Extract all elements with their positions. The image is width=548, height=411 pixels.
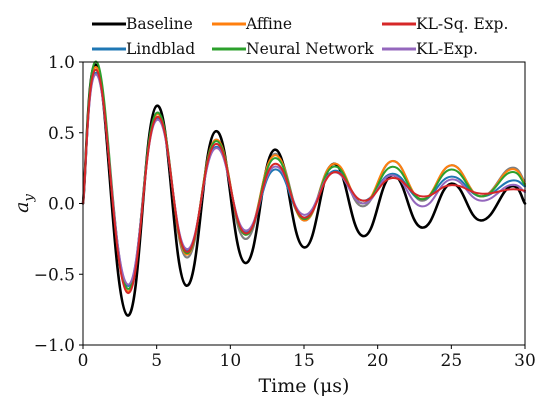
series-layer <box>81 60 527 317</box>
y-tick-label: −0.5 <box>34 265 75 285</box>
legend-label: KL-Sq. Exp. <box>416 15 508 33</box>
y-axis-title: ay <box>11 194 37 213</box>
axis-ticks: 0 5 10 15 20 25 30 1.0 0.5 0.0 −0.5 −1.0 <box>34 53 536 371</box>
legend-label: Neural Network <box>246 40 374 58</box>
y-tick-label: 0.0 <box>48 195 75 215</box>
x-tick-label: 10 <box>220 351 242 371</box>
x-tick-label: 0 <box>78 351 89 371</box>
legend-label: Baseline <box>126 15 193 33</box>
y-axis-title-symbol: a <box>11 202 33 213</box>
series-line-lindblad <box>82 71 526 287</box>
plot-frame <box>82 61 526 346</box>
x-tick-label: 30 <box>514 351 536 371</box>
series-line-neural-network <box>82 60 526 290</box>
y-axis-title-subscript: y <box>22 194 37 203</box>
y-tick-label: 0.5 <box>48 124 75 144</box>
y-tick-label: 1.0 <box>48 53 75 73</box>
legend-label: KL-Exp. <box>416 40 478 58</box>
chart-legend: Baseline Lindblad Affine Neural Network KL-S… <box>92 15 508 58</box>
x-tick-label: 15 <box>293 351 315 371</box>
legend-label: Lindblad <box>126 40 195 58</box>
legend-label: Affine <box>245 15 292 33</box>
y-tick-label: −1.0 <box>34 336 75 356</box>
x-tick-label: 25 <box>441 351 463 371</box>
series-line-kl-sq-exp <box>82 68 526 294</box>
x-tick-label: 5 <box>151 351 162 371</box>
x-tick-label: 20 <box>367 351 389 371</box>
x-axis-title: Time (μs) <box>259 375 350 397</box>
series-line-baseline <box>81 63 527 317</box>
